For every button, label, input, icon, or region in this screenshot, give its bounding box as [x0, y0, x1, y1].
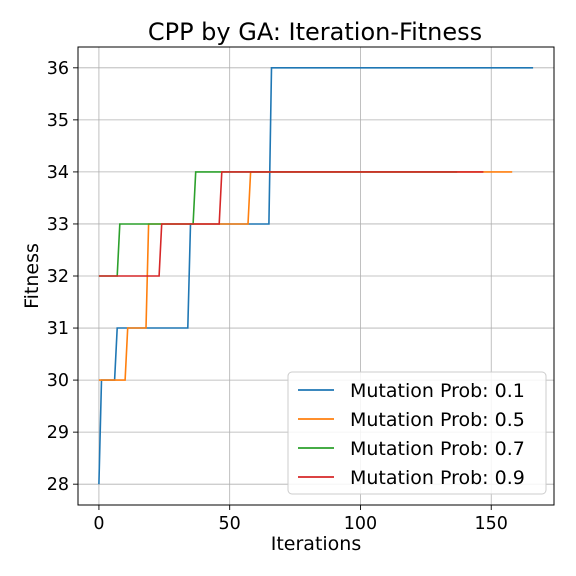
legend-label-2: Mutation Prob: 0.7	[350, 438, 525, 460]
legend-label-0: Mutation Prob: 0.1	[350, 380, 525, 402]
x-tick-label: 0	[93, 514, 104, 534]
y-tick-label: 36	[47, 59, 69, 79]
y-tick-label: 35	[47, 111, 69, 131]
legend-label-3: Mutation Prob: 0.9	[350, 467, 525, 489]
x-tick-label: 100	[344, 514, 377, 534]
y-tick-label: 28	[47, 475, 69, 495]
y-tick-label: 31	[47, 319, 69, 339]
legend-label-1: Mutation Prob: 0.5	[350, 409, 525, 431]
y-tick-label: 34	[47, 163, 69, 183]
legend-box	[287, 371, 547, 495]
y-tick-label: 29	[47, 423, 69, 443]
y-tick-label: 33	[47, 215, 69, 235]
x-tick-label: 150	[475, 514, 508, 534]
chart-title: CPP by GA: Iteration-Fitness	[148, 18, 482, 46]
series-lines	[98, 67, 534, 485]
axis-ticks: 0 50 100 150 28 29 30 31 32 33 34 35 36	[47, 59, 508, 534]
series-line-3	[98, 171, 484, 277]
x-axis-label: Iterations	[271, 533, 362, 555]
y-tick-label: 30	[47, 371, 69, 391]
x-tick-label: 50	[219, 514, 241, 534]
y-tick-label: 32	[47, 267, 69, 287]
y-axis-label: Fitness	[21, 243, 43, 309]
legend: Mutation Prob: 0.1 Mutation Prob: 0.5 Muta…	[287, 371, 547, 495]
